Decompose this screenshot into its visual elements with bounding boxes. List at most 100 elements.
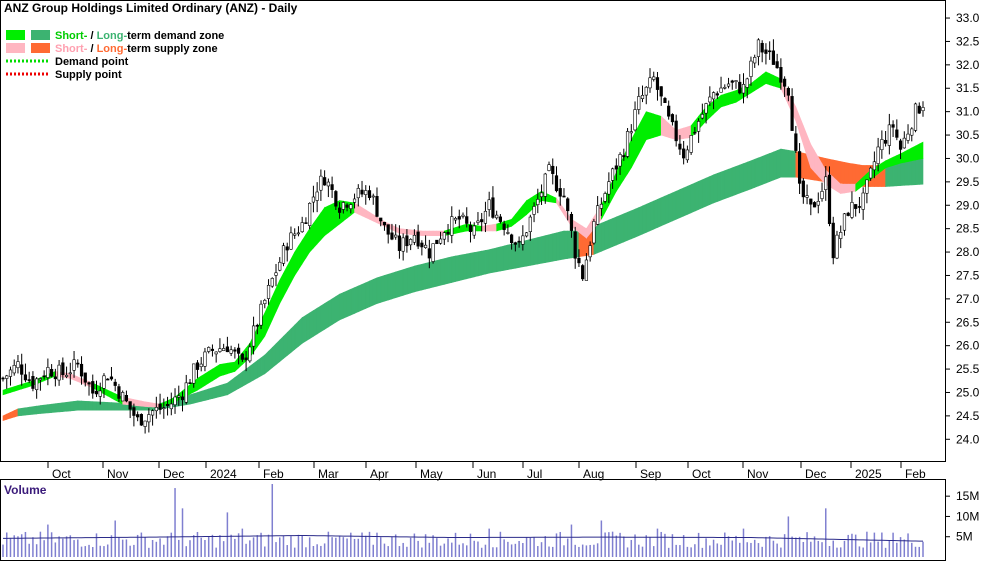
zone-segment xyxy=(892,155,898,166)
candle-body xyxy=(472,225,476,236)
zone-segment xyxy=(601,221,606,252)
candle-body xyxy=(132,407,136,416)
zone-segment xyxy=(724,92,729,107)
candle-body xyxy=(255,325,259,327)
zone-segment xyxy=(230,361,236,373)
zone-segment xyxy=(803,152,808,180)
candle-body xyxy=(304,222,308,224)
zone-segment xyxy=(421,230,426,236)
candle-body xyxy=(46,367,50,378)
time-tick-label: Apr xyxy=(370,467,389,481)
zone-segment xyxy=(642,203,647,235)
candle-body xyxy=(121,392,125,402)
time-axis: Oct Nov Dec 2024 Feb Mar Apr May Jun Jul Aug Sep Oct… xyxy=(47,462,926,481)
candle-body xyxy=(625,131,630,157)
zone-segment xyxy=(664,194,669,225)
candle-body xyxy=(323,177,327,186)
zone-segment xyxy=(25,381,30,389)
candle-body xyxy=(768,50,772,53)
zone-segment xyxy=(320,303,325,333)
zone-segment xyxy=(522,199,527,219)
zone-segment xyxy=(395,270,400,299)
candle-body xyxy=(420,242,424,248)
zone-segment xyxy=(761,154,767,185)
zone-segment xyxy=(709,174,714,206)
candle-body xyxy=(685,149,689,161)
zone-segment xyxy=(369,211,374,222)
candle-body xyxy=(315,191,319,201)
candle-body xyxy=(573,231,577,259)
candle-body xyxy=(27,379,31,381)
zone-segment xyxy=(152,402,157,408)
candle-body xyxy=(390,232,394,240)
candle-body xyxy=(165,403,170,407)
candle-body xyxy=(872,161,876,171)
zone-segment xyxy=(294,245,299,277)
zone-segment xyxy=(552,232,557,262)
candle-body xyxy=(682,148,686,159)
zone-segment xyxy=(915,143,920,161)
zone-segment xyxy=(324,300,329,330)
candle-body xyxy=(345,204,349,208)
zone-segment xyxy=(630,132,636,168)
candle-body xyxy=(618,154,622,167)
zone-segment xyxy=(253,360,258,381)
price-tick-label: 26.5 xyxy=(956,315,980,329)
zone-segment xyxy=(455,225,460,234)
candle-body xyxy=(442,232,446,240)
candle-body xyxy=(783,78,787,87)
candle-body xyxy=(794,133,798,151)
candle-body xyxy=(790,96,794,131)
candle-body xyxy=(210,348,215,351)
zone-segment xyxy=(380,275,385,303)
zone-segment xyxy=(294,320,299,351)
zone-segment xyxy=(257,357,262,379)
candle-body xyxy=(921,107,925,112)
candle-body xyxy=(289,232,293,250)
candle-body xyxy=(880,139,884,151)
candle-body xyxy=(738,81,742,94)
candle-body xyxy=(581,265,585,280)
candle-body xyxy=(476,220,480,223)
zone-segment xyxy=(148,402,153,408)
candle-body xyxy=(195,362,200,370)
zone-segment xyxy=(402,268,408,296)
candle-body xyxy=(386,224,390,235)
zone-segment xyxy=(556,231,561,261)
zone-segment xyxy=(6,411,11,420)
candle-body xyxy=(285,246,289,251)
zone-segment xyxy=(481,225,486,232)
candle-body xyxy=(1,377,5,380)
candle-body xyxy=(42,375,46,378)
zone-segment xyxy=(728,91,733,106)
price-tick-label: 26.0 xyxy=(956,339,980,353)
zone-segment xyxy=(114,402,120,411)
candle-body xyxy=(693,131,697,134)
candle-body xyxy=(154,407,158,412)
candle-body xyxy=(188,382,192,384)
zone-segment xyxy=(548,194,554,203)
zone-segment xyxy=(574,221,580,233)
zone-segment xyxy=(384,273,389,302)
zone-segment xyxy=(189,393,195,405)
candle-body xyxy=(128,401,132,410)
zone-segment xyxy=(417,263,423,292)
zone-segment xyxy=(754,157,759,188)
candle-body xyxy=(884,139,888,144)
zone-segment xyxy=(73,400,79,411)
candle-body xyxy=(57,364,61,381)
time-tick-label: Jun xyxy=(477,467,496,481)
zone-segment xyxy=(515,241,520,269)
time-tick-label: Dec xyxy=(805,467,826,481)
price-tick-label: 28.0 xyxy=(956,245,980,259)
zone-segment xyxy=(619,213,625,244)
zone-segment xyxy=(432,230,438,236)
zone-segment xyxy=(746,160,752,191)
candle-body xyxy=(719,87,723,93)
candle-body xyxy=(865,179,869,194)
zone-segment xyxy=(814,149,819,177)
zone-segment xyxy=(473,251,479,278)
candle-body xyxy=(352,198,357,203)
zone-segment xyxy=(66,401,71,412)
candle-body xyxy=(102,375,106,389)
